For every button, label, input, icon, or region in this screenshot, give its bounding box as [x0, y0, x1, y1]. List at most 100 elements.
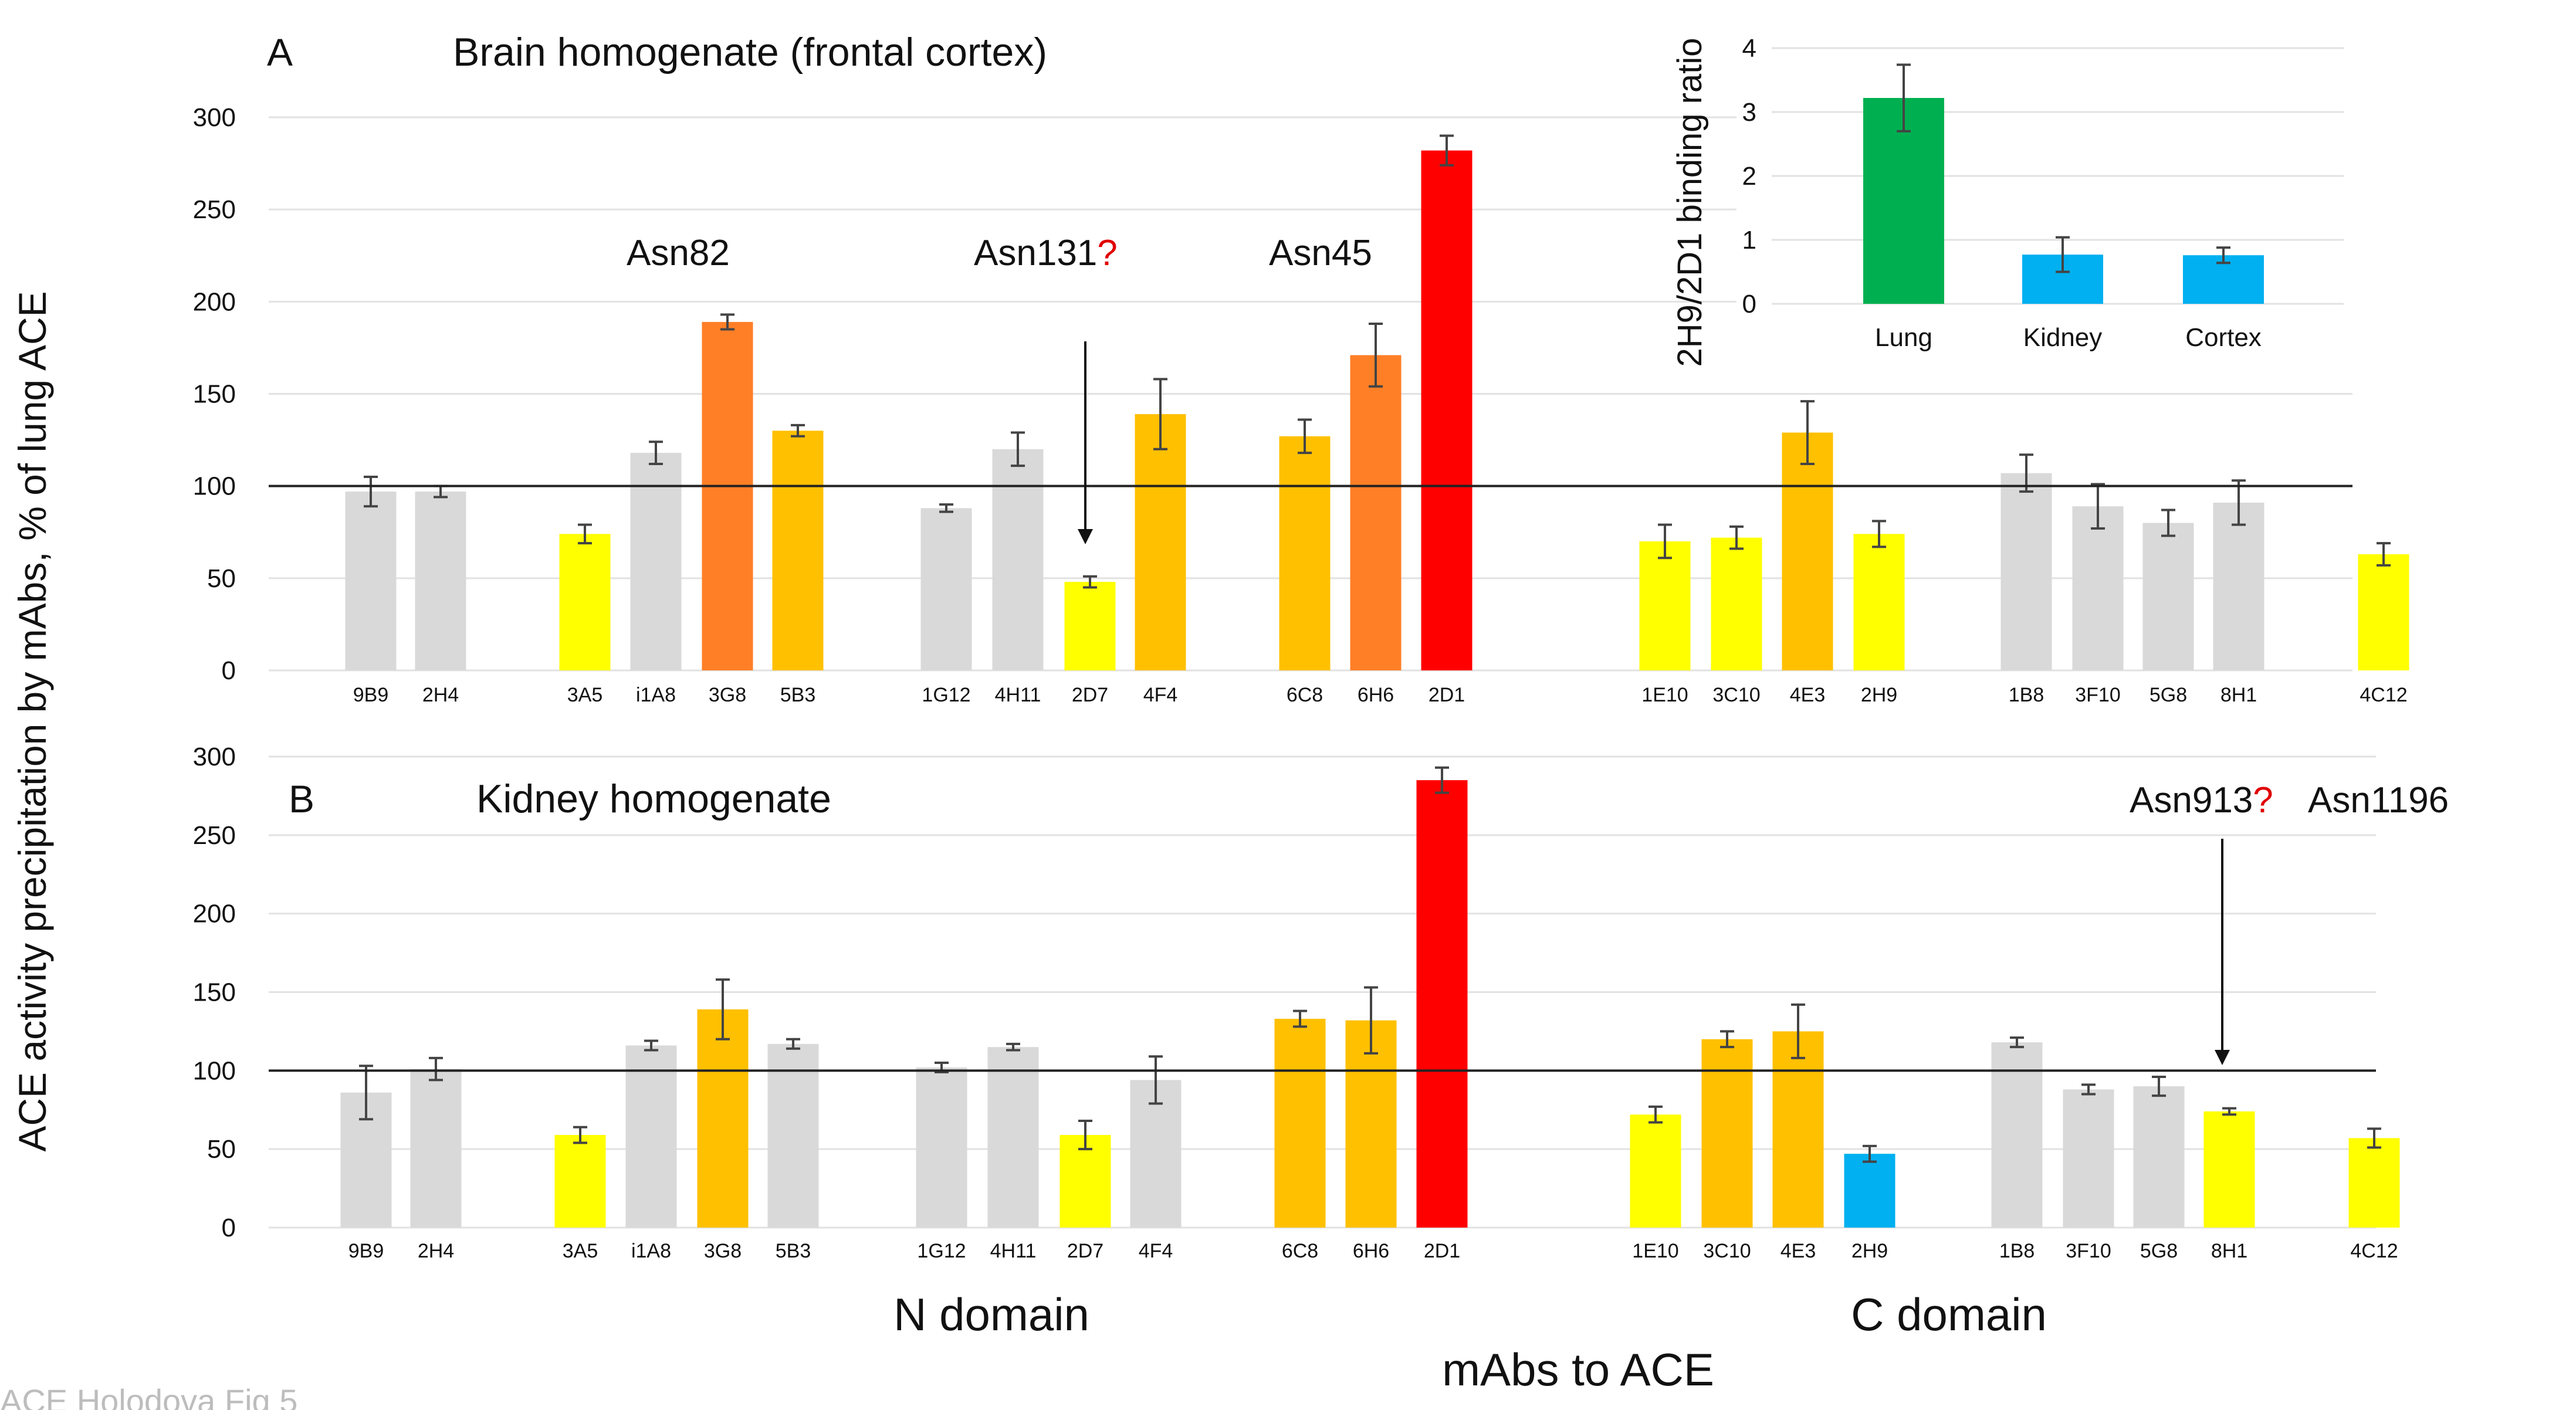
category-label-6C8: 6C8 [1282, 1240, 1318, 1262]
annotation-asn1196: Asn1196 [2308, 780, 2449, 821]
category-label-4E3: 4E3 [1780, 1240, 1816, 1262]
category-label-1B8: 1B8 [2009, 684, 2044, 706]
bar-4C12 [2348, 1138, 2400, 1228]
y-tick-label: 0 [222, 1214, 236, 1242]
category-label-2H4: 2H4 [418, 1240, 454, 1262]
category-label-3G8: 3G8 [704, 1240, 742, 1262]
n-domain-label: N domain [893, 1289, 1089, 1340]
bar-1G12 [920, 508, 972, 670]
category-label-3A5: 3A5 [563, 1240, 598, 1262]
y-tick-label: 100 [193, 1056, 236, 1085]
panel-a-y-ticks: 0 50 100 150 200 250 300 [193, 103, 236, 685]
inset-chart: 0 1 2 3 4 Lung Kidney Cortex 2H9/2D1 binding r… [1671, 23, 2352, 375]
category-label-5B3: 5B3 [780, 684, 816, 706]
bar-5B3 [767, 1043, 819, 1228]
annotation-asn913-question: ? [2253, 780, 2273, 821]
panel-b-category-labels: 9B9 2H4 3A5 i1A8 3G8 5B3 1G12 4H11 2D7 4F4 6C8 6H6 2… [348, 1240, 2398, 1262]
bar-1E10 [1630, 1114, 1681, 1228]
y-axis-label: ACE activity precipitation by mAbs, % of… [11, 291, 54, 1151]
y-tick-label: 150 [193, 380, 236, 409]
category-label-2H9: 2H9 [1851, 1240, 1888, 1262]
bar-2H4 [415, 492, 466, 670]
inset-y-ticks: 0 1 2 3 4 [1742, 34, 1756, 318]
bar-3A5 [559, 534, 611, 670]
y-tick-label: 100 [193, 472, 236, 501]
inset-y-axis-label: 2H9/2D1 binding ratio [1671, 38, 1709, 367]
bar-8H1 [2203, 1111, 2255, 1228]
inset-category-label-cortex: Cortex [2185, 323, 2262, 352]
annotation-asn131: Asn131? [974, 233, 1118, 273]
inset-y-tick-label: 0 [1742, 290, 1756, 318]
bar-9B9 [345, 492, 397, 670]
category-label-1G12: 1G12 [922, 684, 970, 706]
bar-3F10 [2072, 506, 2124, 670]
annotation-asn913: Asn913? [2130, 780, 2273, 821]
bar-6H6 [1350, 355, 1402, 670]
inset-category-label-lung: Lung [1875, 323, 1932, 352]
inset-y-tick-label: 3 [1742, 98, 1756, 127]
y-tick-label: 50 [207, 564, 236, 593]
panel-a-bars [345, 150, 2409, 671]
category-label-5G8: 5G8 [2140, 1240, 2178, 1262]
category-label-2D1: 2D1 [1429, 684, 1465, 706]
category-label-8H1: 8H1 [2211, 1240, 2247, 1262]
bar-8H1 [2213, 502, 2264, 670]
inset-y-tick-label: 4 [1742, 34, 1756, 63]
inset-category-labels: Lung Kidney Cortex [1875, 323, 2262, 352]
inset-category-label-kidney: Kidney [2023, 323, 2103, 352]
x-axis-label: mAbs to ACE [1442, 1344, 1714, 1395]
annotation-asn45: Asn45 [1269, 233, 1372, 273]
bar-6C8 [1279, 436, 1331, 670]
panel-b-y-ticks: 0 50 100 150 200 250 300 [193, 743, 236, 1242]
bar-1B8 [1991, 1042, 2043, 1228]
bar-1G12 [916, 1067, 967, 1228]
y-tick-label: 200 [193, 287, 236, 316]
bar-2D7 [1064, 582, 1116, 670]
category-label-3C10: 3C10 [1712, 684, 1760, 706]
bar-3C10 [1701, 1039, 1753, 1228]
annotation-asn82: Asn82 [627, 233, 730, 273]
annotation-asn913-text: Asn913 [2130, 780, 2253, 821]
bar-2D1 [1421, 150, 1473, 671]
category-label-3C10: 3C10 [1703, 1240, 1751, 1262]
bar-1B8 [2000, 473, 2052, 670]
bar-3A5 [554, 1135, 606, 1228]
category-label-2D1: 2D1 [1424, 1240, 1460, 1262]
category-label-5G8: 5G8 [2150, 684, 2187, 706]
bar-2D1 [1416, 780, 1468, 1228]
category-label-9B9: 9B9 [348, 1240, 384, 1262]
panel-a-category-labels: 9B9 2H4 3A5 i1A8 3G8 5B3 1G12 4H11 2D7 4F4 6C8 6H6 2… [353, 684, 2408, 706]
category-label-2H4: 2H4 [422, 684, 459, 706]
bar-2H9 [1844, 1154, 1895, 1228]
category-label-4E3: 4E3 [1790, 684, 1826, 706]
panel-a-error-bars [364, 134, 2391, 589]
bar-3C10 [1711, 537, 1762, 670]
category-label-6C8: 6C8 [1287, 684, 1323, 706]
category-label-4H11: 4H11 [995, 684, 1041, 706]
y-tick-label: 50 [207, 1135, 236, 1164]
footer-fragment: ACE Holodova Fig 5 [0, 1382, 297, 1410]
category-label-4H11: 4H11 [990, 1240, 1037, 1262]
y-tick-label: 0 [222, 656, 236, 685]
panel-b-error-bars [359, 766, 2381, 1163]
category-label-4F4: 4F4 [1139, 1240, 1173, 1262]
category-label-i1A8: i1A8 [631, 1240, 671, 1262]
bar-5G8 [2142, 523, 2194, 670]
bar-3F10 [2063, 1089, 2114, 1228]
category-label-3F10: 3F10 [2075, 684, 2121, 706]
bar-i1A8 [625, 1045, 677, 1228]
panel-a-title: Brain homogenate (frontal cortex) [453, 30, 1047, 74]
bar-6C8 [1274, 1019, 1326, 1228]
panel-b-title: Kidney homogenate [476, 777, 831, 821]
inset-y-tick-label: 2 [1742, 162, 1756, 191]
bar-4H11 [987, 1047, 1039, 1228]
category-label-1B8: 1B8 [1999, 1240, 2035, 1262]
bar-4E3 [1772, 1031, 1824, 1228]
category-label-9B9: 9B9 [353, 684, 389, 706]
category-label-6H6: 6H6 [1353, 1240, 1389, 1262]
annotation-asn131-question: ? [1097, 233, 1117, 273]
y-tick-label: 250 [193, 195, 236, 224]
bar-2H9 [1853, 534, 1905, 670]
panel-a-letter: A [267, 30, 293, 74]
